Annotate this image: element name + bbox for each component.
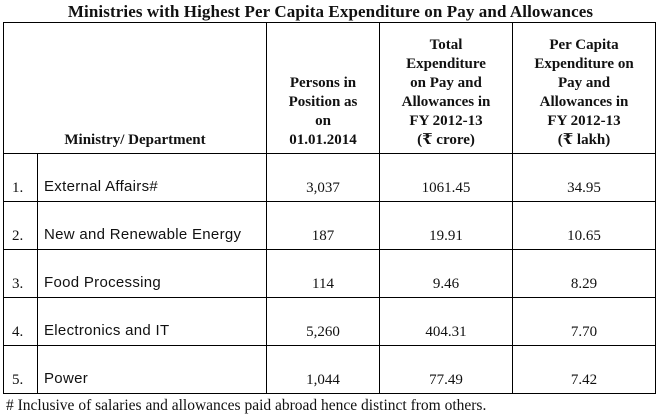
total-expenditure: 19.91	[379, 201, 513, 250]
header-per-capita-line: FY 2012-13	[547, 113, 621, 129]
header-per-capita-line: (₹ lakh)	[557, 132, 611, 148]
header-per-capita-line: Allowances in	[539, 94, 629, 110]
ministry-name: Power	[37, 345, 267, 394]
page-title: Ministries with Highest Per Capita Expen…	[67, 2, 594, 21]
header-total-line: (₹ crore)	[417, 132, 475, 148]
column-header-ministry: Ministry/ Department	[3, 22, 267, 154]
table-row: 3. Food Processing 114 9.46 8.29	[3, 249, 656, 298]
header-per-capita-line: Per Capita	[549, 37, 619, 53]
per-capita-expenditure: 7.70	[512, 297, 656, 346]
total-expenditure: 77.49	[379, 345, 513, 394]
persons-in-position: 114	[266, 249, 380, 298]
header-total-line: on Pay and	[410, 75, 482, 91]
header-total-line: FY 2012-13	[409, 113, 483, 129]
header-total-line: Allowances in	[401, 94, 491, 110]
header-per-capita-line: Expenditure on	[534, 56, 634, 72]
persons-in-position: 1,044	[266, 345, 380, 394]
header-persons-line: 01.01.2014	[289, 132, 357, 148]
header-persons-line: on	[315, 113, 331, 129]
persons-in-position: 3,037	[266, 153, 380, 202]
footnote: # Inclusive of salaries and allowances p…	[6, 397, 487, 414]
row-number: 2.	[3, 201, 38, 250]
header-total-line: Total	[429, 37, 463, 53]
column-header-total-expenditure: Total Expenditure on Pay and Allowances …	[379, 22, 513, 154]
total-expenditure: 9.46	[379, 249, 513, 298]
row-number: 4.	[3, 297, 38, 346]
header-persons-line: Persons in	[289, 75, 357, 91]
ministry-name: External Affairs#	[37, 153, 267, 202]
ministry-name: Food Processing	[37, 249, 267, 298]
per-capita-expenditure: 7.42	[512, 345, 656, 394]
table-header-row: Ministry/ Department Persons in Position…	[3, 22, 656, 154]
row-number: 5.	[3, 345, 38, 394]
expenditure-table: Ministry/ Department Persons in Position…	[3, 22, 656, 394]
row-number: 1.	[3, 153, 38, 202]
table-row: 5. Power 1,044 77.49 7.42	[3, 345, 656, 394]
persons-in-position: 5,260	[266, 297, 380, 346]
per-capita-expenditure: 8.29	[512, 249, 656, 298]
header-total-line: Expenditure	[406, 56, 486, 72]
table-row: 2. New and Renewable Energy 187 19.91 10…	[3, 201, 656, 250]
header-per-capita-line: Pay and	[557, 75, 611, 91]
total-expenditure: 404.31	[379, 297, 513, 346]
table-row: 4. Electronics and IT 5,260 404.31 7.70	[3, 297, 656, 346]
per-capita-expenditure: 34.95	[512, 153, 656, 202]
header-ministry-label: Ministry/ Department	[64, 132, 206, 148]
persons-in-position: 187	[266, 201, 380, 250]
ministry-name: New and Renewable Energy	[37, 201, 267, 250]
per-capita-expenditure: 10.65	[512, 201, 656, 250]
column-header-persons: Persons in Position as on 01.01.2014	[266, 22, 380, 154]
column-header-per-capita: Per Capita Expenditure on Pay and Allowa…	[512, 22, 656, 154]
header-persons-line: Position as	[288, 94, 358, 110]
total-expenditure: 1061.45	[379, 153, 513, 202]
table-row: 1. External Affairs# 3,037 1061.45 34.95	[3, 153, 656, 202]
row-number: 3.	[3, 249, 38, 298]
ministry-name: Electronics and IT	[37, 297, 267, 346]
